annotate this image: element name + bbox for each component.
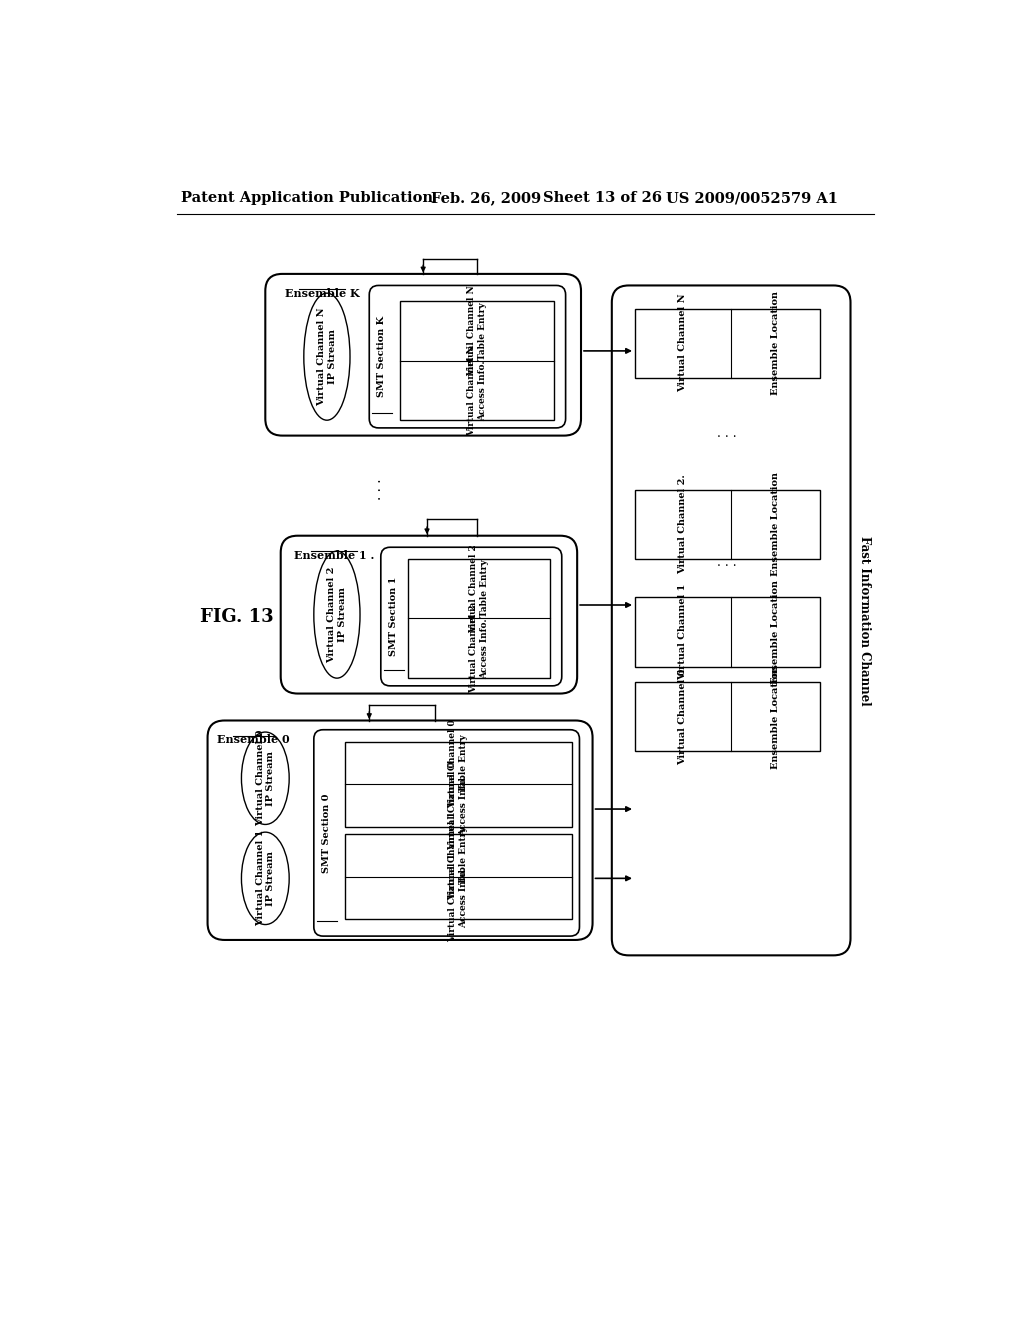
Text: Virtual Channel 2.: Virtual Channel 2. [679, 474, 687, 574]
Text: Ensemble 1 .: Ensemble 1 . [294, 549, 374, 561]
Ellipse shape [242, 733, 289, 825]
Text: Virtual Channel 1
Table Entry: Virtual Channel 1 Table Entry [449, 812, 468, 900]
Text: Ensemble Location: Ensemble Location [771, 292, 780, 395]
FancyBboxPatch shape [208, 721, 593, 940]
Text: Fast Information Channel: Fast Information Channel [858, 536, 870, 705]
Text: Virtual Channel 2
Access Info.: Virtual Channel 2 Access Info. [469, 605, 488, 693]
Text: Virtual Channel 2
Table Entry: Virtual Channel 2 Table Entry [469, 544, 488, 634]
Text: Ensemble Location: Ensemble Location [771, 579, 780, 684]
Ellipse shape [313, 552, 360, 678]
Bar [635, 490, 819, 558]
Text: Patent Application Publication: Patent Application Publication [180, 191, 432, 206]
FancyBboxPatch shape [381, 548, 562, 686]
Text: Virtual Channel 1: Virtual Channel 1 [679, 583, 687, 680]
Bar [400, 301, 554, 420]
Text: SMT Section 1: SMT Section 1 [389, 577, 397, 656]
Ellipse shape [242, 832, 289, 924]
Bar [635, 598, 819, 667]
Text: . . .: . . . [370, 479, 384, 500]
FancyBboxPatch shape [265, 275, 581, 436]
Bar [635, 682, 819, 751]
Text: Virtual Channel N
Access Info.: Virtual Channel N Access Info. [467, 345, 486, 436]
Text: Virtual Channel N
IP Stream: Virtual Channel N IP Stream [317, 308, 337, 407]
Text: Virtual Channel 2
IP Stream: Virtual Channel 2 IP Stream [328, 566, 346, 663]
Bar [408, 558, 550, 678]
Text: Ensemble 0: Ensemble 0 [217, 734, 290, 746]
Text: . . .: . . . [718, 426, 737, 440]
Bar [635, 309, 819, 378]
Text: Ensemble Location: Ensemble Location [771, 473, 780, 576]
Text: FIG. 13: FIG. 13 [200, 607, 273, 626]
Text: Virtual Channel 0
Access Info.: Virtual Channel 0 Access Info. [449, 762, 468, 850]
Bar [345, 834, 571, 919]
Text: Virtual Channel 1
IP Stream: Virtual Channel 1 IP Stream [256, 830, 275, 927]
Text: SMT Section K: SMT Section K [377, 315, 386, 397]
FancyBboxPatch shape [370, 285, 565, 428]
Text: Feb. 26, 2009: Feb. 26, 2009 [431, 191, 541, 206]
Text: Virtual Channel N: Virtual Channel N [679, 294, 687, 392]
Text: US 2009/0052579 A1: US 2009/0052579 A1 [666, 191, 838, 206]
Text: Ensemble K: Ensemble K [285, 288, 359, 298]
Text: Virtual Channel N
Table Entry: Virtual Channel N Table Entry [467, 285, 486, 376]
Ellipse shape [304, 293, 350, 420]
Text: SMT Section 0: SMT Section 0 [322, 793, 331, 873]
FancyBboxPatch shape [313, 730, 580, 936]
FancyBboxPatch shape [281, 536, 578, 693]
Text: Virtual Channel 0
IP Stream: Virtual Channel 0 IP Stream [256, 730, 275, 826]
Text: Virtual Channel 0: Virtual Channel 0 [679, 668, 687, 764]
Text: Virtual Channel 1
Access Info.: Virtual Channel 1 Access Info. [449, 854, 468, 942]
FancyBboxPatch shape [611, 285, 851, 956]
Text: Ensemble Location: Ensemble Location [771, 665, 780, 768]
Text: Virtual Channel 0
Table Entry: Virtual Channel 0 Table Entry [449, 719, 468, 808]
Text: . . .: . . . [718, 556, 737, 569]
Text: Sheet 13 of 26: Sheet 13 of 26 [543, 191, 662, 206]
Bar [345, 742, 571, 826]
